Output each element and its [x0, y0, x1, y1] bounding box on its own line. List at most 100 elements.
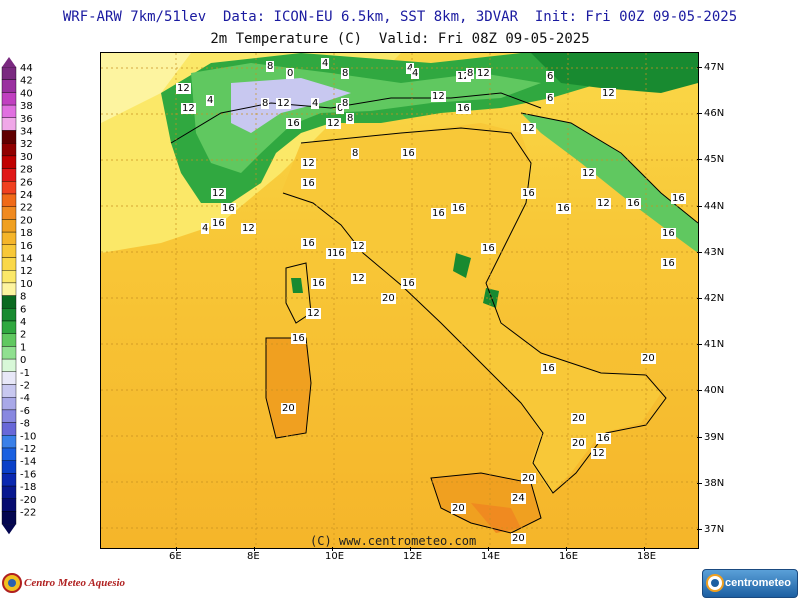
legend-label: 44 [20, 63, 33, 74]
contour-label: 16 [456, 103, 471, 114]
contour-label: 8 [341, 98, 350, 109]
nw-coolest-area [101, 53, 191, 123]
contour-label: 12 [601, 88, 616, 99]
latitude-tick [697, 529, 702, 530]
latitude-label: 39N [704, 431, 725, 443]
contour-label: 8 [346, 113, 355, 124]
legend-colorbar: 4442403836343230282624222018161412108642… [1, 57, 36, 535]
east-alps-dark [531, 53, 698, 93]
corsica-mountain [291, 278, 303, 293]
contour-label: 16 [401, 278, 416, 289]
contour-label: 16 [331, 248, 346, 259]
longitude-label: 12E [403, 551, 423, 562]
legend-label: 28 [20, 165, 33, 176]
latitude-tick [697, 113, 702, 115]
contour-label: 4 [411, 68, 420, 79]
latitude-label: 46N [704, 108, 725, 120]
latitude-label: 40N [704, 385, 725, 397]
legend-swatch [1, 498, 17, 512]
legend-swatch [1, 384, 17, 398]
legend-swatch [1, 409, 17, 423]
latitude-tick [697, 344, 702, 346]
contour-label: 20 [281, 403, 296, 414]
longitude-label: 16E [559, 551, 579, 562]
latitude-tick [697, 205, 702, 207]
latitude-label: 41N [704, 339, 725, 351]
legend-label: 26 [20, 177, 33, 188]
latitude-tick [697, 159, 702, 161]
contour-label: 20 [381, 293, 396, 304]
contour-label: 20 [641, 353, 656, 364]
legend-label: 38 [20, 101, 33, 112]
legend-top-arrow [2, 57, 16, 67]
legend-label: 40 [20, 88, 33, 99]
map-svg [101, 53, 698, 548]
legend-swatch [1, 181, 17, 195]
contour-label: 0 [336, 103, 345, 114]
contour-label: 16 [596, 433, 611, 444]
contour-label: 8 [261, 98, 270, 109]
aquesio-emblem-icon [2, 573, 22, 593]
contour-label: 16 [401, 148, 416, 159]
sardinia-coast [265, 337, 312, 439]
legend-swatch [1, 79, 17, 93]
legend-swatch [1, 257, 17, 271]
legend-swatch [1, 422, 17, 436]
latitude-tick [697, 390, 702, 392]
contour-label: 16 [301, 178, 316, 189]
legend-label: 18 [20, 228, 33, 239]
contour-label: 16 [541, 363, 556, 374]
legend-swatch [1, 435, 17, 449]
balkan-green-strip [521, 113, 698, 253]
longitude-tick [332, 547, 333, 551]
sardinia [266, 338, 311, 438]
latitude-label: 43N [704, 246, 725, 258]
centro-meteo-aquesio-logo[interactable]: Centro Meteo Aquesio [2, 570, 212, 596]
legend-swatch [1, 460, 17, 474]
legend-swatch [1, 473, 17, 487]
contour-label: 6 [546, 71, 555, 82]
legend-label: 34 [20, 127, 33, 138]
temperature-map: 8441260848126124081281284121612161281612… [100, 52, 699, 549]
latitude-tick [697, 251, 702, 253]
contour-label: 16 [626, 198, 641, 209]
legend-swatch [1, 358, 17, 373]
contour-label: 16 [521, 188, 536, 199]
contour-label: 12 [176, 83, 191, 94]
legend-label: 0 [20, 355, 26, 366]
contour-label: 16 [661, 228, 676, 239]
contour-label: 4 [406, 63, 415, 74]
legend-label: 30 [20, 152, 33, 163]
legend-label: -8 [20, 419, 30, 430]
centrometeo-logo[interactable]: centrometeo [702, 569, 798, 598]
contour-label: 8 [341, 68, 350, 79]
contour-label: 16 [291, 333, 306, 344]
legend-label: 32 [20, 139, 33, 150]
centrometeo-globe-icon [706, 574, 724, 592]
legend-swatch [1, 142, 17, 157]
contour-label: 12 [591, 448, 606, 459]
contour-label: 4 [321, 58, 330, 69]
contour-label: 16 [451, 203, 466, 214]
longitude-label: 8E [247, 551, 260, 562]
legend-label: -12 [20, 444, 36, 455]
legend-label: 2 [20, 330, 26, 341]
legend-bottom-arrow [2, 524, 16, 535]
contour-label: 16 [556, 203, 571, 214]
latitude-label: 47N [704, 62, 725, 73]
legend-label: -4 [20, 393, 30, 404]
contour-label: 4 [311, 98, 320, 109]
contour-label: 12 [181, 103, 196, 114]
legend-swatch [1, 130, 17, 144]
legend-label: -1 [20, 368, 30, 379]
legend-label: 24 [20, 190, 33, 201]
contour-label: 12 [431, 91, 446, 102]
contour-label: 12 [581, 168, 596, 179]
legend-swatch [1, 104, 17, 118]
contour-label: 12 [351, 241, 366, 252]
legend-swatch [1, 66, 17, 80]
legend-swatch [1, 231, 17, 246]
latitude-tick [697, 298, 702, 299]
legend-label: 14 [20, 254, 33, 265]
legend-label: 1 [20, 342, 26, 353]
